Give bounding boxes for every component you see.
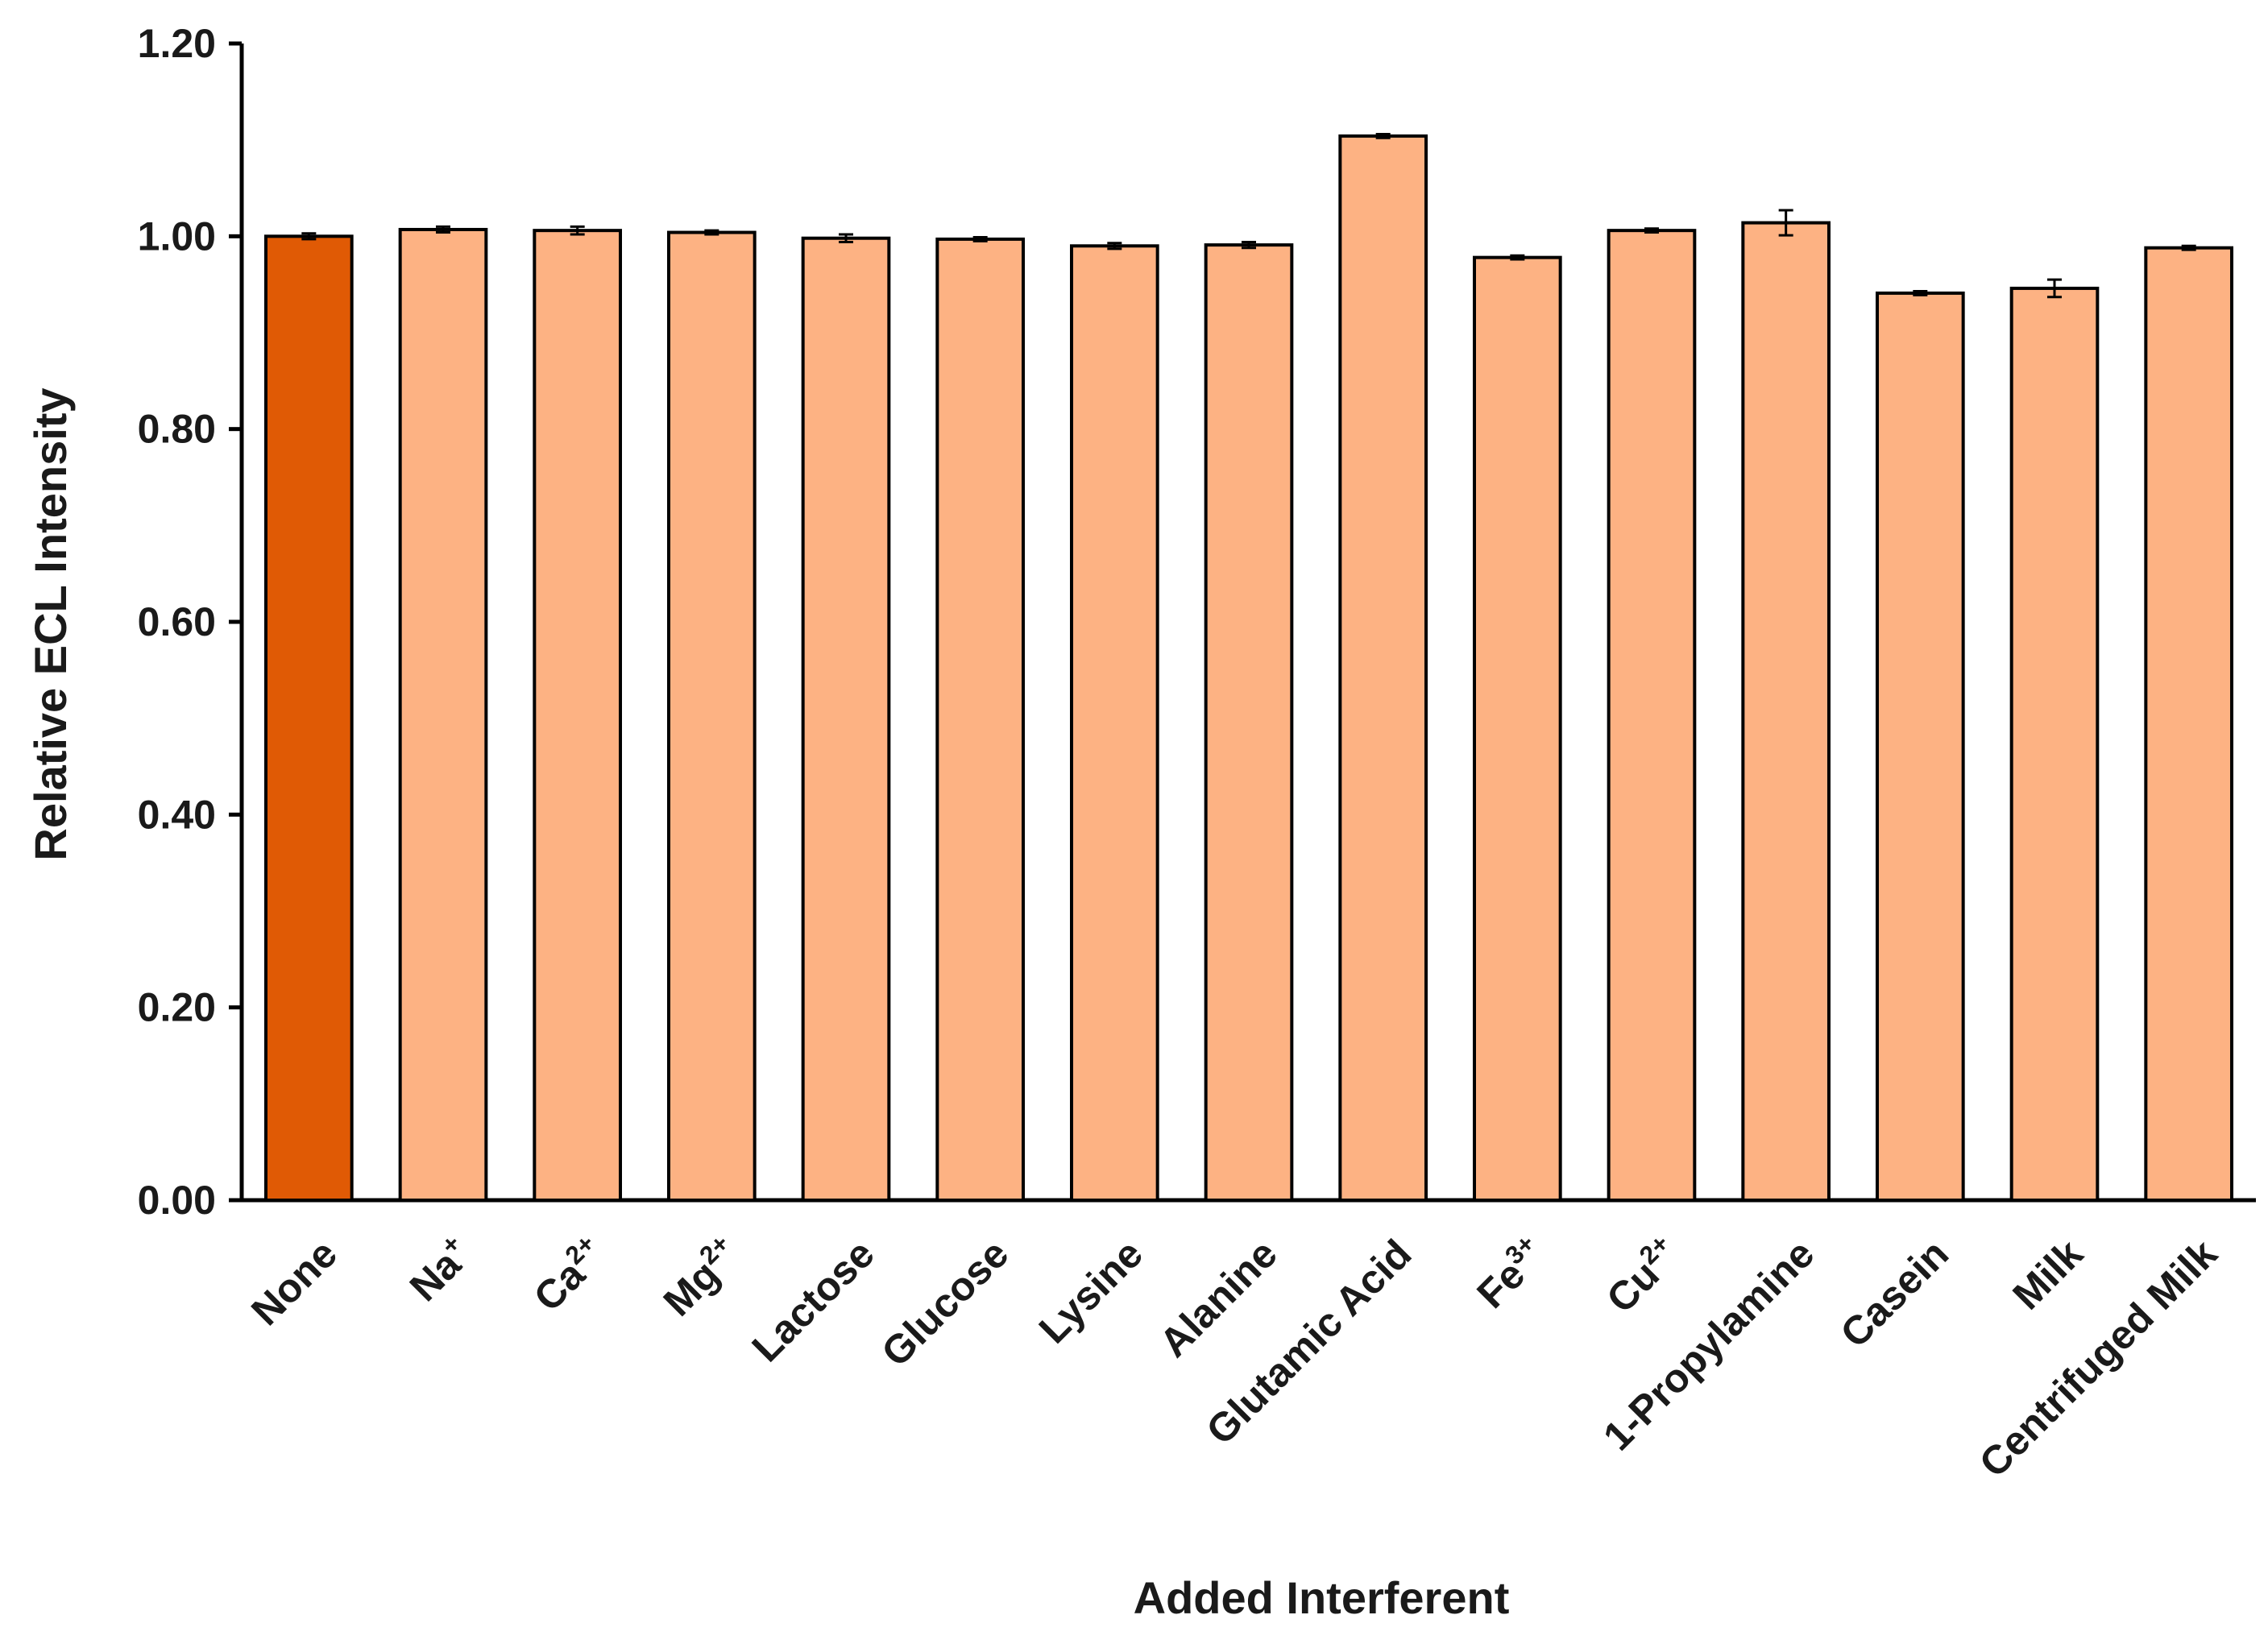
y-tick-label: 1.20 [138,21,216,66]
error-bar [2047,278,2062,299]
error-bar [1644,227,1659,234]
y-tick-label: 0.20 [138,985,216,1030]
error-bar [972,236,988,242]
bar-glucose [935,237,1026,1202]
x-tick-label-text: Glucose [873,1231,1017,1375]
error-bar [1375,132,1391,139]
bar-glutamic-acid [1338,134,1428,1202]
x-tick-label: Casein [1832,1231,1958,1356]
bar-alanine [1204,243,1294,1202]
x-tick-label: Lactose [744,1231,883,1370]
error-bar [1778,209,1793,237]
bar-ca [533,229,622,1202]
x-tick-label: Cu2+ [1595,1228,1688,1321]
error-bar [301,232,317,241]
error-bar [1510,254,1525,261]
x-tick-label-text: Centrifuged Milk [1971,1231,2226,1486]
bar-none [264,234,354,1202]
bar-lactose [801,236,891,1202]
x-tick-label: Alanine [1151,1231,1285,1365]
x-tick-label-text: Lysine [1030,1231,1151,1352]
bar-fe [1473,255,1562,1202]
x-tick-label: Fe3+ [1466,1228,1554,1316]
y-axis: 0.00 0.20 0.40 0.60 0.80 1.00 1.20 [138,21,244,1223]
error-bar [436,225,450,234]
x-tick-label-text: Milk [2004,1231,2091,1318]
error-bar [839,233,853,244]
x-tick-label: Glucose [873,1231,1017,1375]
bars-group [264,134,2233,1203]
x-axis-title: Added Interferent [1134,1572,1510,1623]
y-tick-label: 0.40 [138,792,216,837]
bar-1-propylamine [1741,221,1831,1203]
x-tick-label: Na+ [399,1228,480,1310]
error-bar [1107,242,1122,251]
x-tick-label-text: None [243,1231,346,1334]
x-tick-label: Lysine [1030,1231,1151,1352]
bar-mg [667,230,757,1203]
x-tick-label-text: Lactose [744,1231,883,1370]
x-tick-label: Centrifuged Milk [1971,1231,2226,1486]
error-bar [704,229,719,236]
x-tick-label-text: Casein [1832,1231,1958,1356]
y-tick-label: 1.00 [138,213,216,259]
bar-milk [2009,286,2100,1202]
y-tick-label: 0.00 [138,1178,216,1223]
x-tick-label: Mg2+ [653,1228,748,1324]
x-tick-label: None [243,1231,346,1334]
x-tick-label: Ca2+ [523,1228,614,1319]
y-axis-title: Relative ECL Intensity [25,387,76,860]
x-tick-label: Milk [2004,1231,2091,1318]
bar-cu [1607,229,1697,1202]
y-tick-label: 0.60 [138,599,216,644]
bar-casein [1876,291,1965,1203]
x-tick-label-text: Alanine [1151,1231,1285,1365]
error-bar [2181,244,2196,251]
bar-lysine [1070,244,1159,1202]
bar-na [398,227,488,1202]
y-tick-label: 0.80 [138,407,216,452]
error-bar [570,225,585,236]
error-bar [1913,290,1928,296]
error-bars-group [301,132,2196,299]
error-bar [1242,241,1256,250]
bar-centrifuged-milk [2144,246,2233,1202]
